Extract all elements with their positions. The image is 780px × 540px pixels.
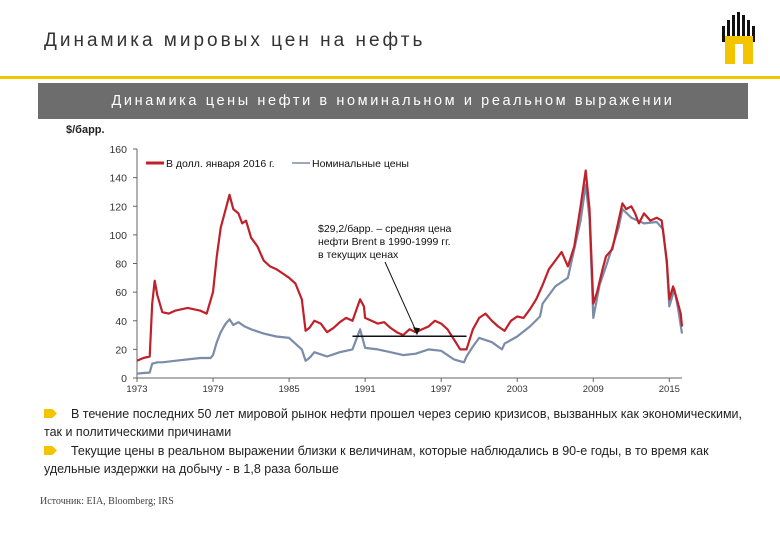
x-tick-label: 2015: [659, 384, 680, 395]
series-line-real: [136, 169, 684, 362]
x-tick-label: 1985: [279, 384, 300, 395]
y-tick-label: 40: [115, 316, 127, 328]
x-tick-label: 2003: [507, 384, 528, 395]
y-tick-label: 60: [115, 287, 127, 299]
x-tick-label: 1997: [431, 384, 452, 395]
bullet-arrow-icon: [44, 446, 57, 455]
bullet-item: Текущие цены в реальном выражении близки…: [44, 442, 744, 478]
company-logo: [722, 12, 755, 64]
x-tick-label: 1979: [202, 384, 223, 395]
y-tick-label: 120: [109, 201, 127, 213]
annotation-text: нефти Brent в 1990-1999 гг.: [318, 236, 451, 248]
bullet-item: В течение последних 50 лет мировой рынок…: [44, 405, 744, 441]
page-title: Динамика мировых цен на нефть: [44, 30, 426, 51]
bullet-list: В течение последних 50 лет мировой рынок…: [44, 405, 744, 479]
bullet-text: В течение последних 50 лет мировой рынок…: [44, 407, 742, 439]
annotation-text: $29,2/барр. – средняя цена: [318, 223, 452, 235]
y-tick-label: 140: [109, 173, 127, 185]
y-tick-label: 20: [115, 344, 127, 356]
y-tick-label: 0: [121, 373, 127, 385]
header-divider: [0, 76, 780, 79]
series-line-nominal: [136, 183, 684, 375]
chart-banner: Динамика цены нефти в номинальном и реал…: [38, 83, 748, 119]
bullet-text: Текущие цены в реальном выражении близки…: [44, 444, 709, 476]
annotation-text: в текущих ценах: [318, 249, 399, 261]
y-tick-label: 80: [115, 259, 127, 271]
x-tick-label: 2009: [583, 384, 604, 395]
y-tick-label: 160: [109, 144, 127, 156]
legend-label-real: В долл. января 2016 г.: [166, 158, 275, 170]
x-tick-label: 1973: [126, 384, 147, 395]
bullet-arrow-icon: [44, 409, 57, 418]
oil-price-chart: 0 20 40 60 80 100 120 140 160 1973 1979 1985 1991 199…: [109, 144, 684, 395]
y-tick-label: 100: [109, 230, 127, 242]
source-note: Источник: EIA, Bloomberg; IRS: [40, 496, 174, 507]
legend-label-nominal: Номинальные цены: [312, 158, 409, 170]
x-tick-label: 1991: [355, 384, 376, 395]
annotation-arrowhead: [413, 327, 420, 336]
annotation-arrow: [384, 261, 418, 334]
y-axis-unit-label: $/барр.: [66, 124, 105, 136]
